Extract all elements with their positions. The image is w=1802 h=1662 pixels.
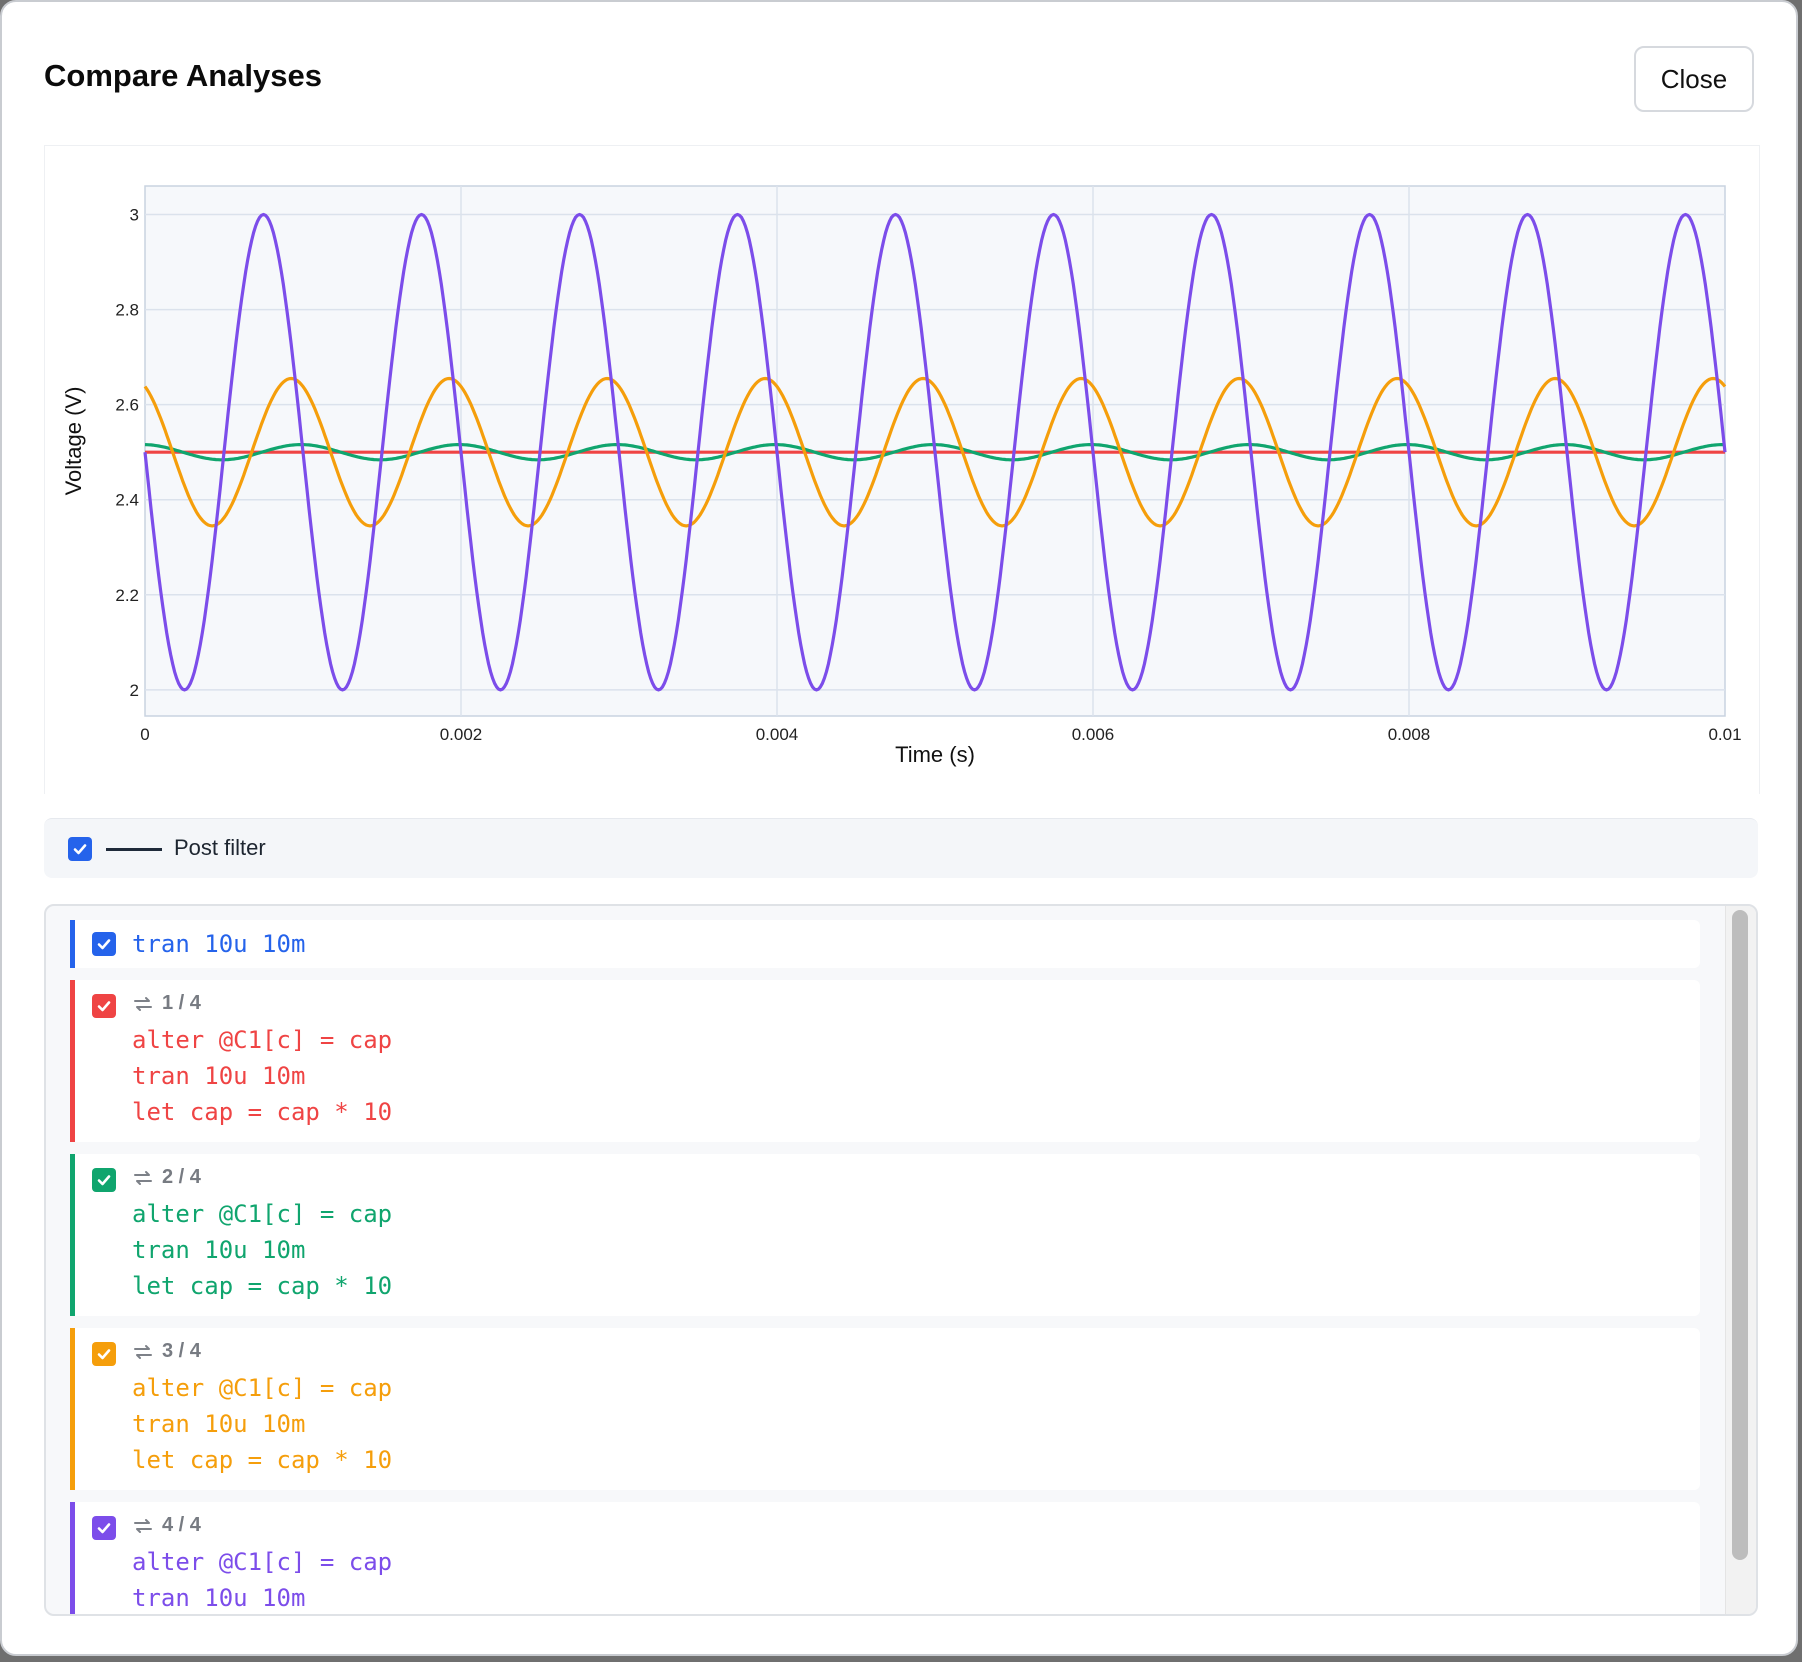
post-filter-checkbox[interactable] — [68, 837, 92, 861]
code-line: let cap = cap * 10 — [132, 1446, 393, 1474]
run-index-badge: 3 / 4 — [132, 1340, 201, 1363]
repeat-icon — [134, 1518, 152, 1533]
y-tick-label: 2.4 — [115, 491, 139, 510]
analysis-checkbox[interactable] — [92, 994, 116, 1018]
close-button[interactable]: Close — [1634, 46, 1754, 112]
scrollbar-thumb[interactable] — [1732, 910, 1748, 1560]
analysis-item[interactable]: 3 / 4 alter @C1[c] = cap tran 10u 10m let c… — [70, 1328, 1700, 1490]
series-line-4[interactable] — [143, 212, 1727, 692]
analysis-checkbox[interactable] — [92, 1516, 116, 1540]
run-index-label: 4 / 4 — [162, 1514, 201, 1536]
legend-line-swatch — [106, 848, 162, 851]
code-line: tran 10u 10m — [132, 930, 306, 958]
chart-container[interactable]: 0 0.002 0.004 0.006 0.008 0.01 2 2.2 2.4 2.6 2.8 3 T… — [44, 145, 1760, 794]
legend-bar: Post filter — [44, 818, 1758, 878]
x-axis-label: Time (s) — [895, 742, 975, 767]
y-tick-label: 2.2 — [115, 586, 139, 605]
analysis-item[interactable]: 4 / 4 alter @C1[c] = cap tran 10u 10m — [70, 1502, 1700, 1614]
run-index-label: 2 / 4 — [162, 1166, 201, 1188]
checkmark-icon — [97, 1175, 111, 1186]
code-line: let cap = cap * 10 — [132, 1098, 393, 1126]
x-tick-label: 0 — [140, 725, 149, 744]
y-tick-label: 2 — [130, 681, 139, 700]
x-tick-label: 0.002 — [440, 725, 483, 744]
run-index-label: 1 / 4 — [162, 992, 201, 1014]
y-tick-label: 3 — [130, 206, 139, 225]
y-tick-label: 2.6 — [115, 396, 139, 415]
y-axis-label: Voltage (V) — [61, 387, 86, 496]
legend-label: Post filter — [174, 835, 266, 860]
modal-title: Compare Analyses — [44, 58, 322, 93]
analysis-color-stripe — [70, 920, 75, 968]
repeat-icon — [134, 996, 152, 1011]
analysis-item[interactable]: 2 / 4 alter @C1[c] = cap tran 10u 10m let c… — [70, 1154, 1700, 1316]
x-tick-label: 0.004 — [756, 725, 799, 744]
y-tick-label: 2.8 — [115, 301, 139, 320]
checkmark-icon — [97, 939, 111, 950]
repeat-icon — [134, 1170, 152, 1185]
analysis-code: alter @C1[c] = cap tran 10u 10m let cap = … — [132, 1022, 392, 1130]
code-line: alter @C1[c] = cap — [132, 1548, 393, 1576]
analysis-checkbox[interactable] — [92, 1168, 116, 1192]
code-line: tran 10u 10m — [132, 1062, 306, 1090]
run-index-label: 3 / 4 — [162, 1340, 201, 1362]
series-line-3[interactable] — [143, 376, 1727, 528]
code-line: tran 10u 10m — [132, 1584, 306, 1612]
x-tick-label: 0.006 — [1072, 725, 1115, 744]
code-line: alter @C1[c] = cap — [132, 1026, 393, 1054]
repeat-icon — [134, 1344, 152, 1359]
code-line: tran 10u 10m — [132, 1410, 306, 1438]
x-tick-label: 0.01 — [1708, 725, 1741, 744]
run-index-badge: 1 / 4 — [132, 992, 201, 1015]
voltage-chart[interactable]: 0 0.002 0.004 0.006 0.008 0.01 2 2.2 2.4 2.6 2.8 3 T… — [45, 146, 1759, 794]
scrollbar-track[interactable] — [1725, 906, 1756, 1614]
analyses-list[interactable]: tran 10u 10m 1 / 4 alter @C1[c] = cap tran … — [44, 904, 1758, 1616]
run-index-badge: 4 / 4 — [132, 1514, 201, 1537]
checkmark-icon — [97, 1523, 111, 1534]
analysis-color-stripe — [70, 1154, 75, 1316]
modal-header: Compare Analyses Close — [44, 46, 1754, 114]
code-line: alter @C1[c] = cap — [132, 1200, 393, 1228]
analysis-code: alter @C1[c] = cap tran 10u 10m let cap = … — [132, 1196, 392, 1304]
code-line: tran 10u 10m — [132, 1236, 306, 1264]
analysis-color-stripe — [70, 980, 75, 1142]
analysis-checkbox[interactable] — [92, 1342, 116, 1366]
code-line: let cap = cap * 10 — [132, 1272, 393, 1300]
analysis-item[interactable]: tran 10u 10m — [70, 920, 1700, 968]
analysis-checkbox[interactable] — [92, 932, 116, 956]
x-tick-label: 0.008 — [1388, 725, 1431, 744]
analysis-item[interactable]: 1 / 4 alter @C1[c] = cap tran 10u 10m let c… — [70, 980, 1700, 1142]
checkmark-icon — [73, 844, 87, 855]
code-line: alter @C1[c] = cap — [132, 1374, 393, 1402]
checkmark-icon — [97, 1001, 111, 1012]
analysis-color-stripe — [70, 1328, 75, 1490]
analysis-color-stripe — [70, 1502, 75, 1614]
analysis-code: alter @C1[c] = cap tran 10u 10m — [132, 1544, 393, 1614]
analysis-code: alter @C1[c] = cap tran 10u 10m let cap = … — [132, 1370, 392, 1478]
analysis-code: tran 10u 10m — [132, 926, 305, 962]
checkmark-icon — [97, 1349, 111, 1360]
run-index-badge: 2 / 4 — [132, 1166, 201, 1189]
